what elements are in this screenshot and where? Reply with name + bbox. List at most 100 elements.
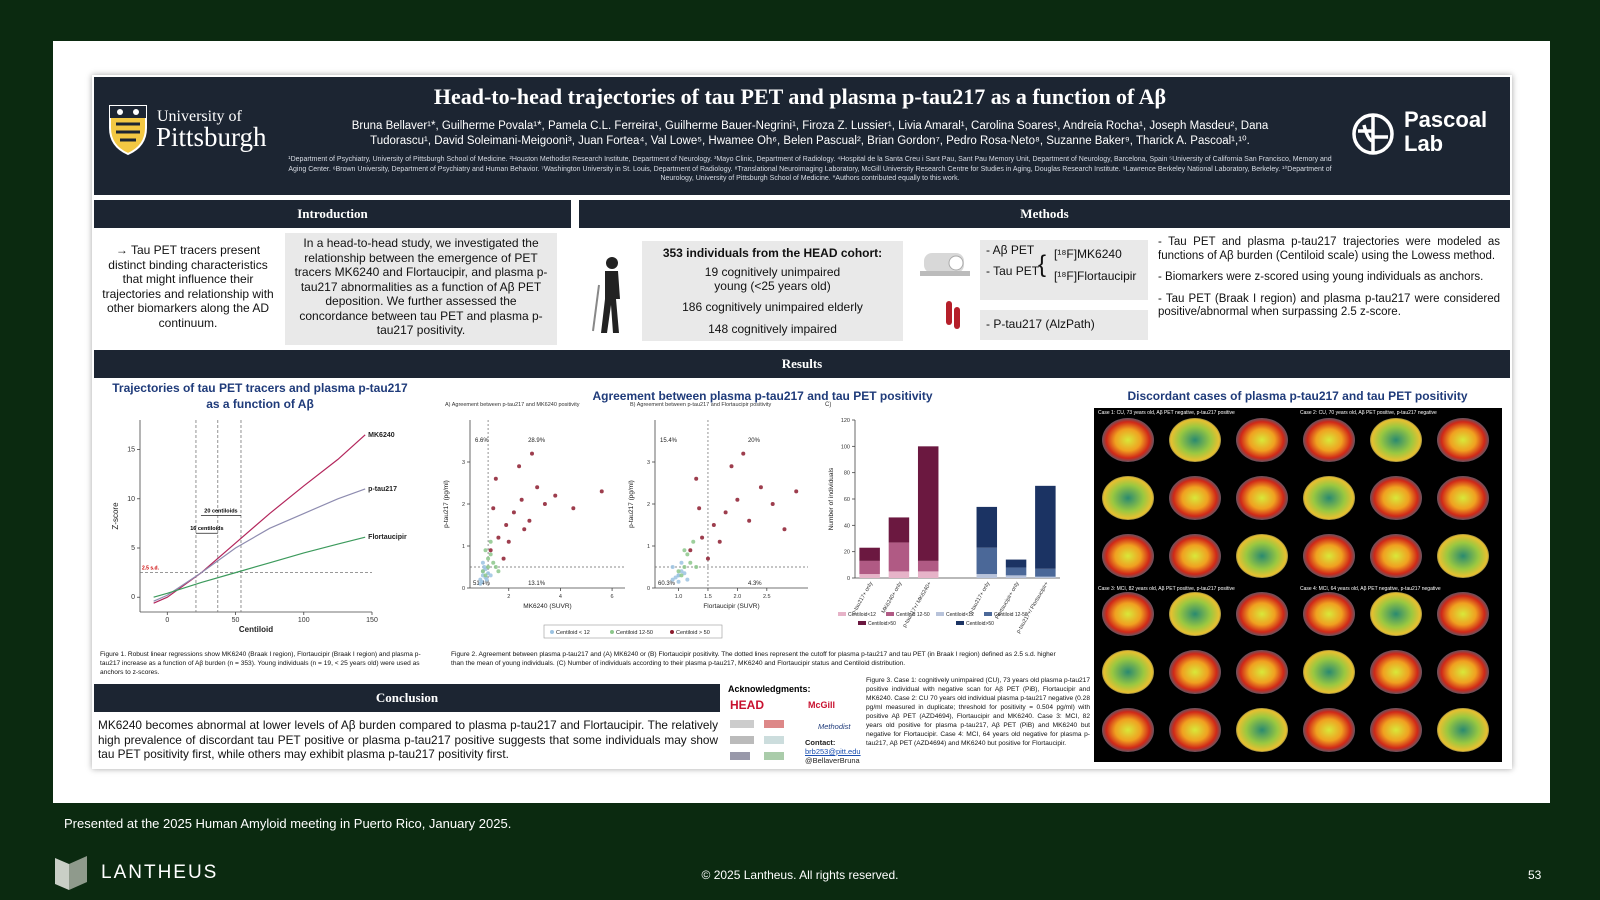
x-axis-label: Centiloid — [239, 625, 273, 634]
copyright: © 2025 Lantheus. All rights reserved. — [701, 868, 899, 882]
page-number: 53 — [1528, 868, 1542, 882]
bar-segment — [888, 542, 910, 572]
scatter-point — [496, 569, 501, 574]
legend-label: Centiloid<12 — [946, 612, 974, 618]
scatter-point — [705, 556, 710, 561]
scatter-point — [480, 560, 485, 565]
cohort-box: 353 individuals from the HEAD cohort: 19… — [642, 241, 903, 341]
tracer: [¹⁸F]MK6240 — [1054, 247, 1122, 261]
scatter-point — [694, 476, 699, 481]
brain-image — [1236, 476, 1288, 520]
y-tick-label: 120 — [841, 418, 850, 424]
figure-heading: Trajectories of tau PET tracers and plas… — [112, 381, 408, 411]
scatter-point — [486, 556, 491, 561]
quadrant-label: 4.3% — [748, 581, 762, 587]
cohort-group: 148 cognitively impaired — [708, 322, 837, 336]
presented-note: Presented at the 2025 Human Amyloid meet… — [64, 816, 512, 831]
authors: Bruna Bellaver¹*, Guilherme Povala¹*, Pa… — [351, 120, 1269, 147]
brain-image — [1236, 708, 1288, 752]
bar-segment — [888, 571, 910, 578]
y-axis-label: Z-score — [111, 502, 120, 530]
lab-name-line: Pascoal — [1404, 107, 1488, 132]
case-label: Case 1: CU, 73 years old, Aβ PET negativ… — [1098, 410, 1235, 416]
brain-image — [1370, 476, 1422, 520]
figure-heading: Discordant cases of plasma p-tau217 and … — [1127, 389, 1468, 403]
brain-image — [1370, 650, 1422, 694]
section-header: Conclusion — [94, 684, 720, 712]
scatter-point — [711, 523, 716, 527]
scatter-point — [486, 565, 491, 569]
bar-segment — [888, 517, 910, 543]
brain-image — [1169, 418, 1221, 462]
scatter-point — [685, 552, 690, 557]
scatter-point — [478, 581, 483, 586]
legend-box — [543, 624, 723, 639]
plasma-box: - P-tau217 (AlzPath) — [980, 310, 1148, 340]
x-tick-label: 1.5 — [704, 594, 712, 600]
scatter-point — [522, 527, 527, 532]
poster-header — [94, 77, 1510, 195]
x-tick-label: 1.0 — [675, 594, 683, 600]
legend-swatch — [610, 630, 614, 634]
bar-segment — [859, 574, 880, 578]
legend-swatch — [886, 612, 894, 616]
y-tick-label: 80 — [844, 471, 850, 477]
bar-segment — [976, 547, 998, 575]
x-tick-label: p-tau217+/ Flortaucipir+ — [1016, 581, 1050, 635]
brain-image — [1236, 418, 1288, 462]
y-tick-label: 10 — [127, 496, 135, 503]
poster-title: Head-to-head trajectories of tau PET and… — [433, 84, 1167, 109]
scatter-point — [688, 548, 693, 553]
series-label: Flortaucipir — [368, 534, 407, 541]
case-label: Case 4: MCI, 64 years old, Aβ PET negati… — [1300, 586, 1441, 592]
contact-label: Contact: — [805, 738, 836, 747]
scatter-point — [599, 489, 604, 494]
scatter-point — [488, 539, 493, 544]
scatter-point — [542, 502, 547, 506]
case-label: Case 3: MCI, 82 years old, Aβ PET positi… — [1098, 586, 1235, 592]
ack-heading: Acknowledgments: — [728, 684, 811, 694]
brain-image — [1169, 592, 1221, 636]
methods-bullets: - Tau PET and plasma p-tau217 trajectori… — [1158, 236, 1500, 320]
scatter-point — [530, 451, 534, 456]
brain-image — [1370, 534, 1422, 578]
x-tick-label: 2 — [507, 594, 510, 600]
case-label: Case 2: CU, 70 years old, Aβ PET positiv… — [1300, 410, 1437, 416]
lab-name-line: Lab — [1404, 131, 1444, 156]
quadrant-label: 13.1% — [528, 581, 546, 587]
brain-image — [1370, 418, 1422, 462]
brain-image — [1236, 534, 1288, 578]
logo: McGill — [808, 700, 836, 710]
brain-image — [1236, 592, 1288, 636]
cohort-group: 186 cognitively unimpaired elderly — [682, 299, 863, 314]
series-line — [153, 536, 366, 598]
brain-image — [1370, 708, 1422, 752]
scatter-point — [673, 575, 678, 580]
y-tick-label: 100 — [841, 444, 850, 450]
legend-label: Centiloid 12-50 — [994, 612, 1028, 618]
scatter-point — [670, 565, 675, 569]
scatter-point — [676, 579, 681, 584]
y-tick-label: 20 — [844, 550, 850, 556]
scatter-point — [493, 476, 498, 481]
y-tick-label: 5 — [131, 545, 135, 552]
legend-swatch — [670, 630, 674, 634]
series-label: MK6240 — [368, 432, 395, 439]
contact-handle: @BellaverBruna — [805, 756, 860, 765]
intro-box: In a head-to-head study, we investigated… — [285, 233, 557, 345]
y-tick-label: 2 — [462, 502, 465, 508]
brain-image — [1102, 534, 1154, 578]
scatter-point — [682, 565, 687, 569]
scatter-point — [700, 535, 705, 540]
x-tick-label: 50 — [232, 617, 240, 624]
figure-caption: Figure 1. Robust linear regressions show… — [100, 651, 421, 676]
threshold-label: 2.5 s.d. — [142, 566, 160, 572]
x-tick-label: MK6240+ only — [881, 581, 904, 615]
brain-image — [1437, 534, 1489, 578]
x-tick-label: 150 — [366, 617, 378, 624]
brain-image — [1102, 708, 1154, 752]
legend-swatch — [858, 621, 866, 625]
brain-image — [1303, 476, 1355, 520]
university-name: Pittsburgh — [156, 122, 267, 152]
